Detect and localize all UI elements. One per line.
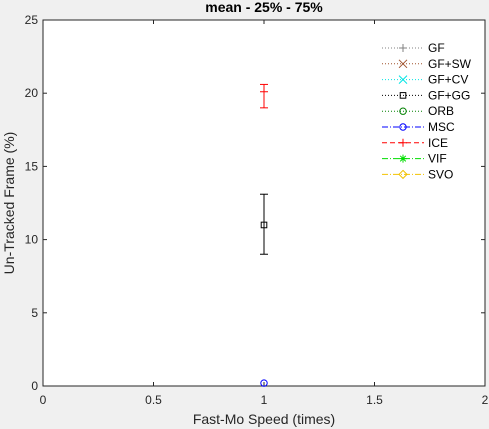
data-marks [260, 83, 268, 387]
y-tick-label: 20 [25, 86, 39, 100]
x-tick-label: 1 [261, 393, 268, 407]
legend-label-svo: SVO [428, 167, 453, 181]
legend-label-gf: GF [428, 41, 445, 55]
legend-label-gf-gg: GF+GG [428, 88, 470, 102]
series-gf-gg-marker [260, 221, 268, 229]
chart-title: mean - 25% - 75% [205, 0, 323, 15]
x-tick-label: 0 [40, 393, 47, 407]
series-gf-gg-point [260, 193, 268, 255]
y-tick-label: 5 [31, 306, 38, 320]
legend-marker-gf-sw [398, 59, 408, 69]
legend-label-gf-cv: GF+CV [428, 73, 468, 87]
legend-item-vif: VIF [382, 152, 447, 166]
legend-label-orb: ORB [428, 104, 454, 118]
legend-item-ice: ICE [382, 136, 448, 150]
y-tick-label: 15 [25, 159, 39, 173]
y-tick-label: 0 [31, 379, 38, 393]
legend-item-gf-gg: GF+GG [382, 88, 470, 102]
legend-label-gf-sw: GF+SW [428, 57, 472, 71]
legend-label-vif: VIF [428, 152, 447, 166]
y-tick-label: 25 [25, 13, 39, 27]
x-tick-label: 1.5 [366, 393, 383, 407]
legend-item-msc: MSC [382, 120, 455, 134]
legend-marker-orb [399, 107, 407, 115]
series-msc-marker [260, 379, 268, 387]
legend-marker-gf-cv [398, 75, 408, 84]
legend-item-gf-sw: GF+SW [382, 57, 472, 71]
series-msc-point [260, 379, 268, 387]
y-tick-label: 10 [25, 233, 39, 247]
legend-label-ice: ICE [428, 136, 448, 150]
x-axis-ticks: 0 0.5 1 1.5 2 [40, 20, 489, 407]
legend-marker-vif [399, 154, 407, 163]
legend-item-gf-cv: GF+CV [382, 73, 468, 87]
x-tick-label: 2 [482, 393, 489, 407]
legend-item-orb: ORB [382, 104, 454, 118]
y-axis-label: Un-Tracked Frame (%) [1, 132, 17, 275]
legend-marker-gf-gg [399, 92, 407, 99]
legend-marker-msc [399, 123, 407, 131]
legend-item-gf: GF [382, 41, 445, 55]
legend-marker-gf [399, 44, 407, 52]
legend-label-msc: MSC [428, 120, 455, 134]
y-axis-ticks: 0 5 10 15 20 25 [25, 13, 485, 393]
legend-marker-svo [398, 169, 408, 180]
series-ice-point [260, 83, 268, 109]
legend-item-svo: SVO [382, 167, 453, 181]
legend-marker-ice [399, 138, 407, 147]
series-ice-marker [260, 87, 268, 96]
x-tick-label: 0.5 [145, 393, 162, 407]
x-axis-label: Fast-Mo Speed (times) [193, 411, 335, 427]
